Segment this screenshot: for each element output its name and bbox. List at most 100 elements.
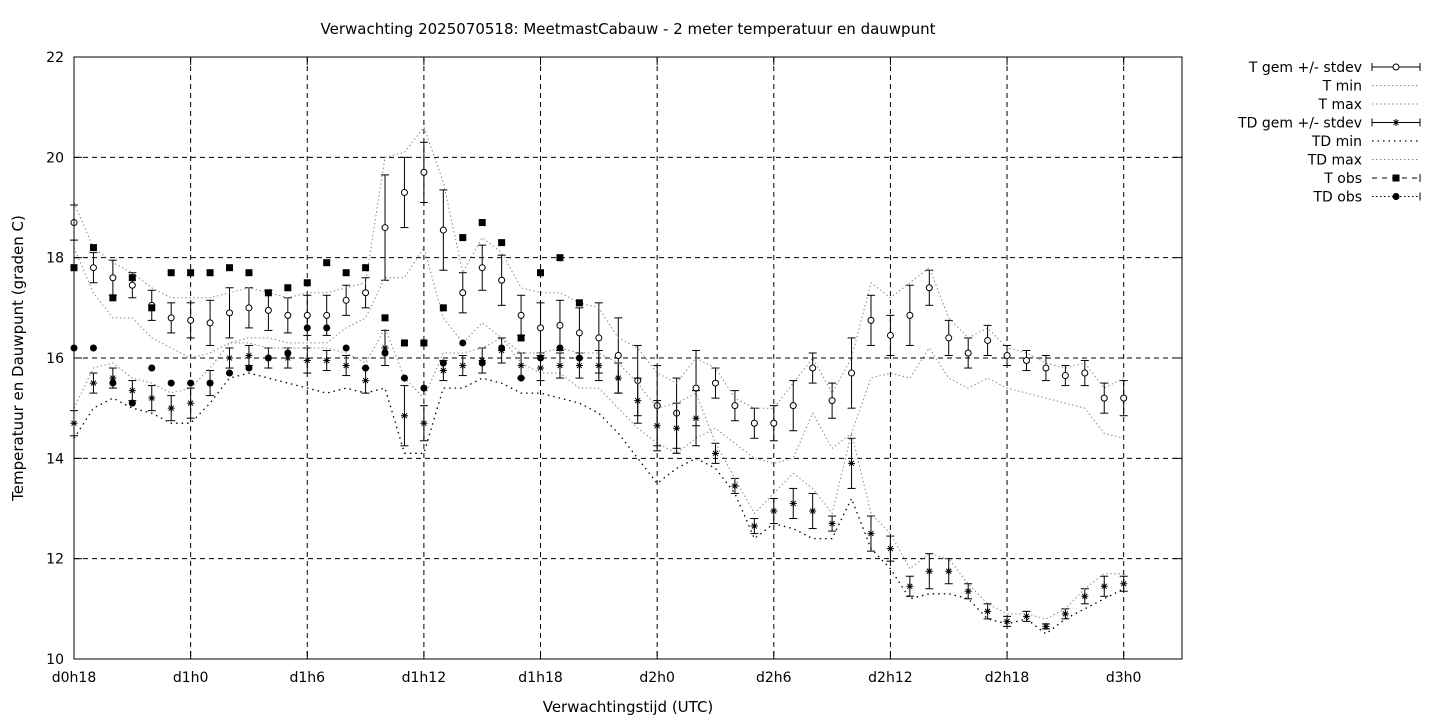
data-point [323, 259, 331, 267]
data-point [634, 397, 642, 405]
data-point [128, 274, 136, 282]
legend-label: TD obs [1312, 190, 1362, 206]
data-point [128, 281, 136, 289]
legend-item-t-min: T min [1322, 79, 1420, 95]
data-point [206, 269, 214, 277]
data-point [711, 379, 719, 387]
x-tick-label: d2h0 [639, 670, 675, 686]
data-point [1061, 372, 1069, 380]
data-point [206, 379, 214, 387]
data-point [439, 367, 447, 375]
data-point [1003, 617, 1011, 625]
data-point [303, 311, 311, 319]
data-point [478, 219, 486, 227]
data-point [226, 369, 234, 377]
data-point [148, 364, 156, 372]
data-point [459, 339, 467, 347]
data-point [167, 269, 175, 277]
series-line-td-min [73, 372, 1124, 635]
data-point [362, 377, 370, 385]
data-point [362, 264, 370, 272]
data-point [575, 299, 583, 307]
data-point [264, 289, 272, 297]
data-point [187, 379, 195, 387]
data-point [886, 331, 894, 339]
data-point [964, 349, 972, 357]
series-td-min [73, 372, 1124, 635]
data-point [284, 311, 292, 319]
data-point [789, 499, 797, 507]
data-point [614, 351, 622, 359]
data-point [167, 379, 175, 387]
data-point [342, 296, 350, 304]
data-point [420, 339, 428, 347]
data-point [381, 344, 389, 352]
data-point [537, 364, 545, 372]
series-layer [70, 126, 1128, 635]
x-tick-label: d1h6 [289, 670, 325, 686]
data-point [245, 304, 253, 312]
data-point [984, 336, 992, 344]
data-point [109, 274, 117, 282]
chart-title: Verwachting 2025070518: MeetmastCabauw -… [321, 20, 936, 38]
series-t-min [73, 246, 1124, 464]
data-point [89, 344, 97, 352]
data-point [342, 269, 350, 277]
legend-label: T min [1322, 79, 1362, 95]
data-point [148, 394, 156, 402]
data-point [517, 334, 525, 342]
data-point [362, 289, 370, 297]
data-point [789, 402, 797, 410]
data-point [109, 379, 117, 387]
y-axis-label: Temperatuur en Dauwpunt (graden C) [9, 215, 27, 502]
data-point [1042, 364, 1050, 372]
data-point [809, 364, 817, 372]
data-point [828, 520, 836, 528]
data-point [459, 362, 467, 370]
legend-label: TD min [1311, 134, 1362, 150]
data-point [537, 324, 545, 332]
data-point [109, 374, 117, 382]
data-point [595, 362, 603, 370]
data-point [459, 234, 467, 242]
legend-label: TD gem +/- stdev [1237, 116, 1362, 132]
data-point [264, 306, 272, 314]
data-point [1022, 357, 1030, 365]
legend-marker [1392, 193, 1400, 200]
data-point [556, 254, 564, 262]
data-point [226, 354, 234, 362]
legend-label: T max [1317, 97, 1362, 113]
data-point [381, 314, 389, 322]
data-point [575, 329, 583, 337]
data-point [148, 304, 156, 312]
x-tick-label: d0h18 [52, 670, 96, 686]
data-point [303, 324, 311, 332]
data-point [498, 276, 506, 284]
data-point [964, 587, 972, 595]
legend-item-t-gem-stdev: T gem +/- stdev [1248, 60, 1421, 76]
data-point [187, 316, 195, 324]
data-point [595, 334, 603, 342]
data-point [886, 545, 894, 553]
data-point [556, 321, 564, 329]
data-point [342, 362, 350, 370]
data-point [809, 507, 817, 515]
grid [73, 57, 1182, 659]
data-point [381, 224, 389, 232]
data-point [89, 379, 97, 387]
legend-item-t-max: T max [1317, 97, 1420, 113]
data-point [770, 507, 778, 515]
series-t-gem-stdev [70, 141, 1128, 449]
data-point [1081, 369, 1089, 377]
x-tick-label: d1h12 [402, 670, 446, 686]
data-point [284, 354, 292, 362]
data-point [478, 359, 486, 367]
data-point [517, 311, 525, 319]
data-point [848, 459, 856, 467]
data-point [556, 344, 564, 352]
data-point [206, 319, 214, 327]
data-point [867, 316, 875, 324]
data-point [187, 399, 195, 407]
legend-item-td-min: TD min [1311, 134, 1420, 150]
